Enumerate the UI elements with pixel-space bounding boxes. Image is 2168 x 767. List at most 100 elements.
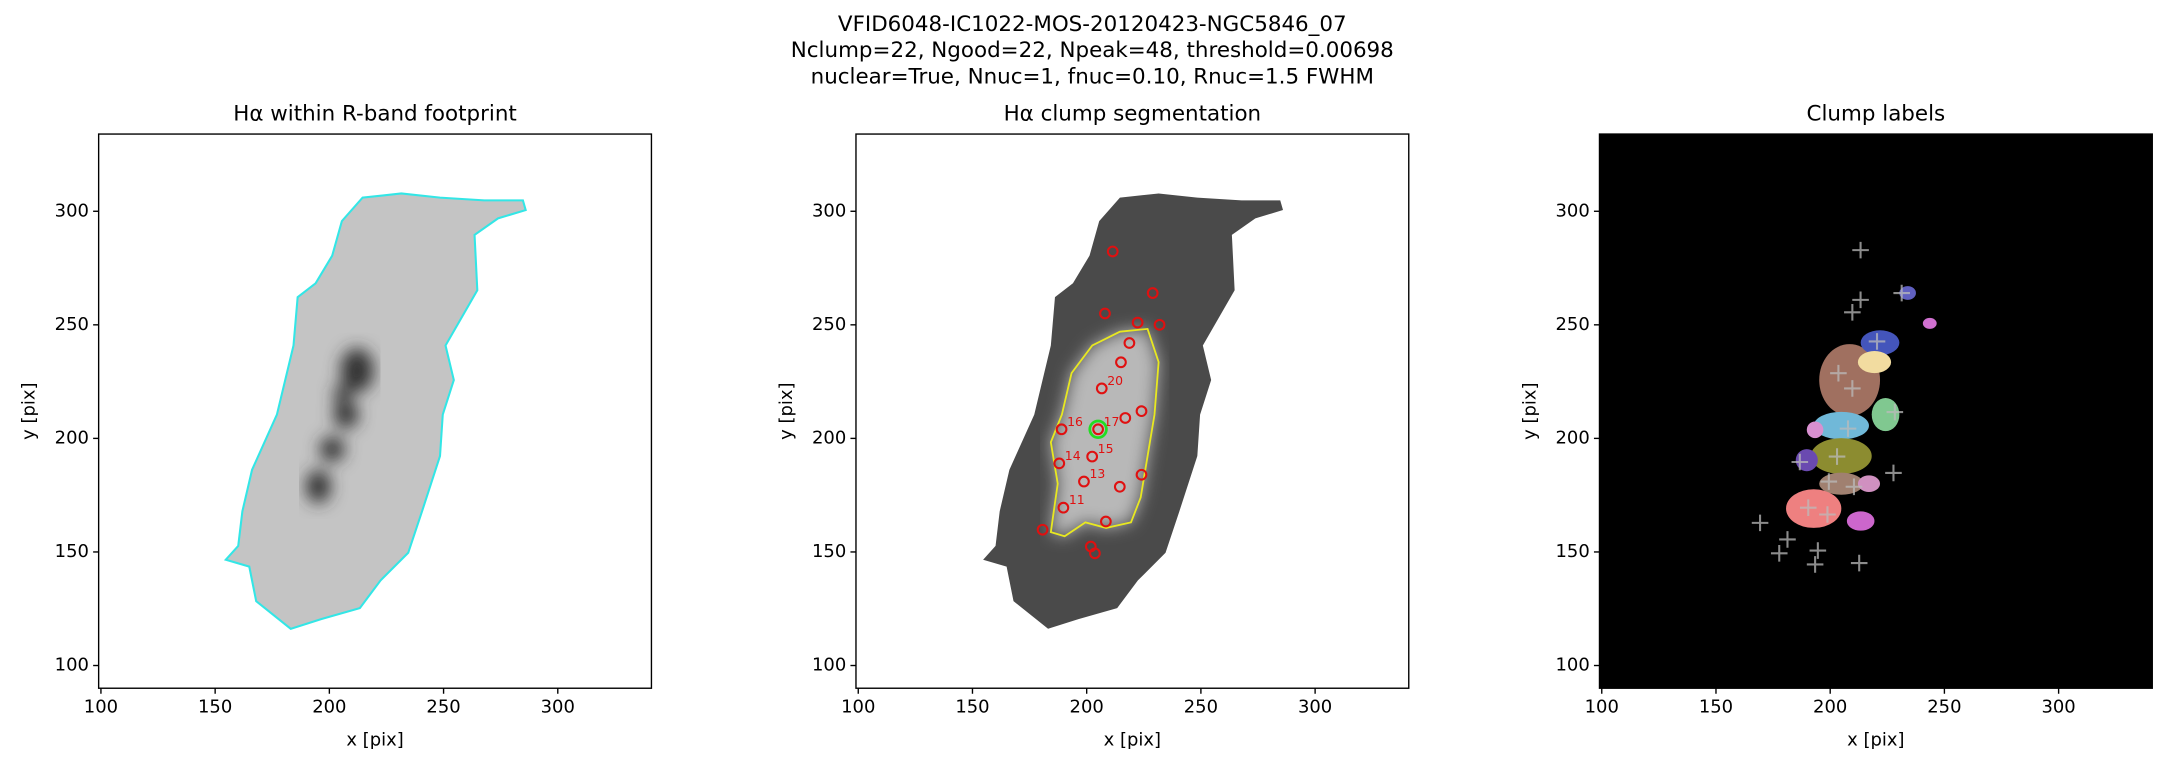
clump-peak (1057, 501, 1070, 514)
clump-peak (1095, 382, 1108, 395)
axes-frame (97, 133, 653, 689)
centroid-marker (1809, 542, 1827, 559)
clump-peak (1099, 515, 1112, 528)
x-axis-label: x [pix] (1847, 730, 1904, 751)
clump-peak (1092, 423, 1104, 436)
centroid-marker (1885, 464, 1902, 482)
centroid-marker (1751, 514, 1769, 532)
x-tick-label: 150 (198, 697, 232, 718)
axes-title: Clump labels (1807, 102, 1946, 127)
y-tick-label: 200 (1556, 427, 1590, 448)
centroid-marker (1852, 241, 1869, 259)
x-tick-label: 150 (955, 697, 989, 718)
centroid-marker (1845, 478, 1863, 496)
centroid-marker (1820, 473, 1838, 490)
y-tick-label: 100 (1556, 655, 1590, 676)
clump-peak (1099, 307, 1111, 320)
figure-title: Nclump=22, Ngood=22, Npeak=48, threshold… (791, 38, 1394, 63)
x-tick-label: 100 (1585, 697, 1619, 718)
centroid-marker (1893, 284, 1910, 302)
clump-label: 14 (1065, 448, 1081, 463)
y-tick-label: 250 (55, 314, 89, 335)
y-axis-label: y [pix] (776, 382, 797, 439)
y-tick-label: 150 (55, 541, 89, 562)
y-axis-label: y [pix] (1519, 382, 1540, 439)
x-tick-label: 200 (1813, 697, 1847, 718)
centroid-marker (1868, 333, 1886, 350)
centroid-marker (1779, 531, 1796, 548)
clump-peak (1036, 523, 1049, 536)
y-tick-label: 200 (55, 427, 89, 448)
x-tick-label: 250 (1927, 697, 1961, 718)
y-tick-label: 150 (812, 541, 846, 562)
clump-peak (1135, 405, 1148, 418)
centroid-marker (1830, 364, 1847, 382)
clump-peak (1146, 287, 1159, 299)
x-tick-label: 300 (2041, 697, 2075, 718)
clump-peak (1055, 423, 1068, 436)
centroid-marker (1844, 304, 1861, 321)
clump-peak (1089, 547, 1101, 560)
axes-frame (855, 133, 1410, 689)
centroid-marker (1844, 380, 1861, 397)
centroid-marker (1839, 420, 1857, 437)
x-tick-label: 150 (1699, 697, 1733, 718)
y-tick-label: 300 (1556, 200, 1590, 221)
centroid-marker (1852, 291, 1869, 309)
clump-peak (1053, 457, 1066, 470)
clump-peak (1086, 450, 1099, 463)
clump-peak (1135, 468, 1148, 481)
y-tick-label: 200 (812, 427, 846, 448)
galaxy-image (225, 193, 526, 629)
clump-label: 16 (1067, 414, 1083, 429)
y-tick-label: 100 (812, 655, 846, 676)
centroid-marker (1850, 554, 1868, 572)
clump-peak (1153, 318, 1166, 331)
y-axis-label: y [pix] (19, 382, 40, 439)
axes-title: Hα within R-band footprint (233, 102, 517, 127)
y-tick-label: 300 (812, 200, 846, 221)
x-axis-label: x [pix] (346, 730, 403, 751)
segmentation-image (983, 193, 1284, 629)
centroid-marker (1770, 545, 1788, 562)
y-tick-label: 250 (1556, 314, 1590, 335)
centroid-marker (1828, 448, 1846, 465)
clump-label: 13 (1089, 466, 1105, 481)
y-tick-label: 100 (55, 655, 89, 676)
centroid-marker (1819, 506, 1836, 523)
clump-label: 11 (1069, 492, 1085, 507)
figure-title: nuclear=True, Nnuc=1, fnuc=0.10, Rnuc=1.… (811, 64, 1374, 89)
footprint-contour (223, 192, 527, 630)
x-tick-label: 200 (1070, 697, 1104, 718)
x-axis-label: x [pix] (1104, 730, 1161, 751)
x-tick-label: 300 (541, 697, 575, 718)
y-tick-label: 300 (55, 200, 89, 221)
centroid-marker (1886, 403, 1904, 421)
clump-peak (1115, 356, 1127, 369)
x-tick-label: 250 (426, 697, 460, 718)
centroid-marker (1806, 556, 1824, 573)
y-tick-label: 250 (812, 314, 846, 335)
clump-peak (1106, 245, 1119, 258)
axes-title: Hα clump segmentation (1004, 102, 1262, 127)
clump-label: 20 (1107, 373, 1123, 388)
clump-peak (1113, 480, 1126, 493)
x-tick-label: 100 (841, 697, 875, 718)
x-tick-label: 250 (1184, 697, 1218, 718)
centroid-marker (1799, 499, 1817, 516)
clump-peak (1131, 316, 1144, 329)
x-tick-label: 200 (312, 697, 346, 718)
clump-peak (1078, 475, 1090, 488)
centroid-marker (1791, 453, 1809, 471)
figure-title: VFID6048-IC1022-MOS-20120423-NGC5846_07 (838, 12, 1347, 37)
axes-frame (1598, 133, 2153, 689)
clump-label: 17 (1104, 414, 1120, 429)
clump-peak (1119, 412, 1132, 424)
nucleus (1088, 419, 1108, 439)
x-tick-label: 300 (1298, 697, 1332, 718)
x-tick-label: 100 (84, 697, 118, 718)
clump-peak (1123, 337, 1136, 349)
clump-label: 15 (1098, 441, 1114, 456)
y-tick-label: 150 (1556, 541, 1590, 562)
